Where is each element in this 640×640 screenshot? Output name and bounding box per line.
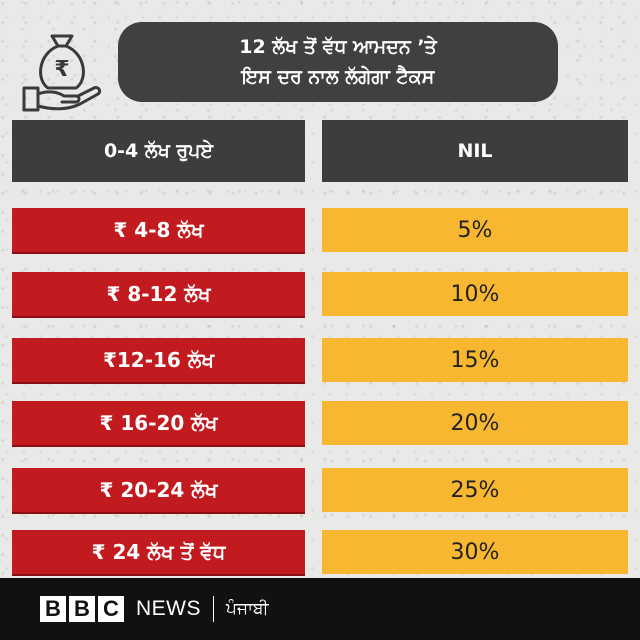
bbc-logo: B B C — [40, 596, 124, 622]
tax-rate-cell: 15% — [322, 338, 628, 382]
footer-separator — [213, 596, 214, 622]
table-row: ₹ 16-20 ਲੱਖ 20% — [12, 401, 628, 445]
tax-rate-cell: 25% — [322, 468, 628, 512]
language-label: ਪੰਜਾਬੀ — [226, 599, 269, 619]
rupee-money-bag-in-hand-icon: ₹ — [18, 18, 106, 114]
tax-rate-cell: 20% — [322, 401, 628, 445]
tax-rate-cell: 5% — [322, 208, 628, 252]
bbc-logo-letter: C — [98, 596, 124, 622]
table-row: ₹12-16 ਲੱਖ 15% — [12, 338, 628, 382]
tax-rate-cell: 10% — [322, 272, 628, 316]
svg-text:₹: ₹ — [54, 57, 69, 82]
table-row: ₹ 8-12 ਲੱਖ 10% — [12, 272, 628, 316]
income-range-cell: ₹ 8-12 ਲੱਖ — [12, 272, 305, 316]
header-range-cell: 0-4 ਲੱਖ ਰੁਪਏ — [12, 120, 305, 182]
bbc-logo-letter: B — [40, 596, 66, 622]
table-row: ₹ 4-8 ਲੱਖ 5% — [12, 208, 628, 252]
title-line-2: ਇਸ ਦਰ ਨਾਲ ਲੱਗੇਗਾ ਟੈਕਸ — [241, 66, 435, 88]
title-box: 12 ਲੱਖ ਤੋਂ ਵੱਧ ਆਮਦਨ ’ਤੇ ਇਸ ਦਰ ਨਾਲ ਲੱਗੇਗਾ… — [118, 22, 558, 102]
bbc-footer-bar: B B C NEWS ਪੰਜਾਬੀ — [0, 578, 640, 640]
title-line-1: 12 ਲੱਖ ਤੋਂ ਵੱਧ ਆਮਦਨ ’ਤੇ — [239, 36, 437, 58]
news-wordmark: NEWS — [136, 597, 201, 620]
income-range-cell: ₹12-16 ਲੱਖ — [12, 338, 305, 382]
income-range-cell: ₹ 4-8 ਲੱਖ — [12, 208, 305, 252]
income-range-cell: ₹ 16-20 ਲੱਖ — [12, 401, 305, 445]
income-range-cell: ₹ 20-24 ਲੱਖ — [12, 468, 305, 512]
bbc-logo-letter: B — [69, 596, 95, 622]
table-row: ₹ 20-24 ਲੱਖ 25% — [12, 468, 628, 512]
table-header-row: 0-4 ਲੱਖ ਰੁਪਏ NIL — [12, 120, 628, 182]
header-rate-cell: NIL — [322, 120, 628, 182]
tax-rate-cell: 30% — [322, 530, 628, 574]
table-row: ₹ 24 ਲੱਖ ਤੋਂ ਵੱਧ 30% — [12, 530, 628, 574]
income-range-cell: ₹ 24 ਲੱਖ ਤੋਂ ਵੱਧ — [12, 530, 305, 574]
